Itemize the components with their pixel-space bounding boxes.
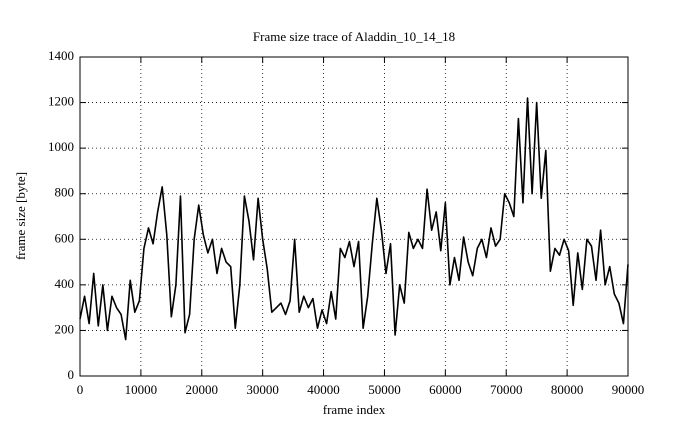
x-axis-label: frame index <box>323 402 386 417</box>
x-tick-label: 80000 <box>551 382 584 397</box>
x-tick-label: 60000 <box>429 382 462 397</box>
y-tick-label: 1000 <box>48 139 74 154</box>
x-tick-label: 20000 <box>186 382 219 397</box>
chart-title: Frame size trace of Aladdin_10_14_18 <box>253 29 455 44</box>
x-tick-label: 40000 <box>307 382 340 397</box>
x-tick-label: 90000 <box>612 382 645 397</box>
x-tick-label: 0 <box>77 382 84 397</box>
trace-line <box>79 97 629 341</box>
x-tick-label: 30000 <box>246 382 279 397</box>
y-tick-label: 600 <box>55 230 75 245</box>
x-tick-label: 10000 <box>125 382 158 397</box>
y-tick-label: 1200 <box>48 94 74 109</box>
x-tick-label: 50000 <box>368 382 401 397</box>
y-tick-label: 400 <box>55 276 75 291</box>
y-tick-label: 0 <box>68 367 75 382</box>
plot-frame <box>79 56 629 377</box>
y-tick-label: 200 <box>55 321 75 336</box>
x-tick-label: 70000 <box>490 382 523 397</box>
y-tick-label: 800 <box>55 185 75 200</box>
y-tick-label: 1400 <box>48 48 74 63</box>
y-axis-label: frame size [byte] <box>13 172 28 260</box>
